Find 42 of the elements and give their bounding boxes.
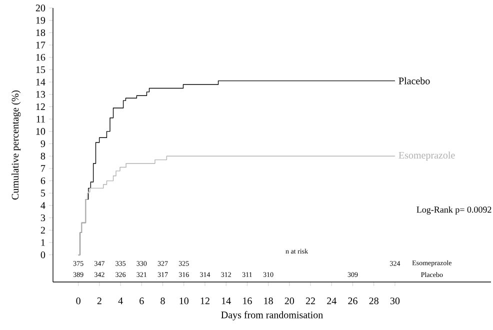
y-tick-label: 4 (40, 202, 46, 209)
y-tick-label: 0 (40, 251, 46, 258)
x-tick-label: 28 (369, 298, 378, 304)
y-tick-label: 19 (36, 16, 46, 24)
x-tick-label: 14 (222, 298, 231, 304)
y-tick-label: 6 (40, 177, 46, 184)
y-axis-title: Cumulative percentage (%) (11, 90, 21, 200)
y-tick-label: 14 (36, 78, 46, 86)
x-tick-label: 20 (284, 298, 294, 304)
x-tick-label: 24 (327, 298, 336, 304)
y-tick-label: 18 (36, 29, 46, 36)
y-tick-label: 1 (41, 239, 45, 246)
x-tick-label: 30 (390, 298, 400, 304)
y-tick-label: 17 (36, 42, 46, 48)
y-tick-label: 20 (36, 4, 46, 12)
x-tick-label: 6 (140, 298, 144, 304)
x-tick-label: 22 (306, 298, 315, 304)
y-tick-label: 16 (36, 54, 46, 61)
y-tick-label: 7 (41, 165, 46, 172)
y-tick-label: 15 (36, 66, 46, 74)
y-tick-label: 9 (40, 140, 46, 148)
y-tick-label: 13 (36, 91, 46, 98)
x-axis-title: Days from randomisation (221, 311, 323, 320)
series-label: Placebo (398, 77, 430, 84)
x-tick-label: 2 (97, 298, 102, 304)
series-label: Esomeprazole (398, 152, 455, 161)
y-tick-label: 10 (36, 128, 46, 135)
x-tick-label: 10 (180, 298, 188, 304)
annotation: Log-Rank p= 0.0092 (416, 206, 492, 215)
x-tick-label: 18 (264, 298, 273, 304)
y-tick-label: 3 (40, 214, 46, 222)
y-tick-label: 8 (40, 152, 46, 160)
y-tick-label: 12 (36, 103, 45, 110)
y-tick-label: 11 (36, 116, 45, 122)
x-tick-label: 4 (118, 298, 123, 304)
y-tick-label: 5 (41, 190, 46, 196)
y-tick-label: 2 (40, 226, 45, 234)
x-tick-label: 26 (348, 298, 358, 304)
x-tick-label: 12 (200, 298, 210, 304)
x-tick-label: 8 (160, 298, 165, 304)
x-tick-label: 0 (76, 298, 80, 304)
x-tick-label: 16 (243, 298, 252, 304)
